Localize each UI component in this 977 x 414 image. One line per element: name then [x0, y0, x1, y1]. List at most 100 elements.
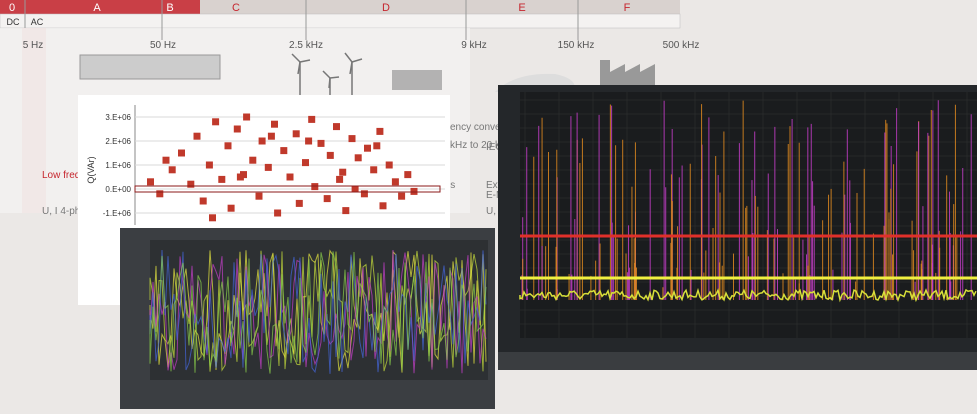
point — [187, 180, 195, 188]
point — [311, 183, 319, 191]
point — [178, 149, 185, 157]
point — [342, 207, 350, 215]
point — [373, 142, 381, 150]
band-sub-label: AC — [31, 17, 44, 27]
point — [385, 161, 393, 169]
point — [354, 154, 362, 162]
point — [370, 166, 378, 174]
point — [156, 190, 164, 198]
point — [249, 156, 257, 164]
point — [193, 132, 201, 140]
point — [351, 185, 359, 193]
point — [212, 118, 220, 126]
frequency-label: 2.5 kHz — [289, 40, 323, 51]
point — [280, 147, 288, 155]
band-header-red — [0, 0, 200, 14]
point — [274, 209, 282, 217]
scope-right-plot — [520, 92, 977, 338]
y-tick-label: -1.E+06 — [103, 209, 132, 218]
point — [227, 204, 235, 212]
frequency-label: 50 Hz — [150, 40, 176, 51]
point — [267, 132, 275, 140]
point — [286, 173, 294, 181]
point — [404, 171, 412, 179]
point — [376, 127, 384, 135]
turbines — [291, 52, 363, 95]
point — [326, 151, 334, 159]
frequency-label: 9 kHz — [461, 40, 487, 51]
point — [360, 190, 368, 198]
point — [333, 123, 340, 131]
point — [233, 125, 241, 133]
zero-highlight — [134, 185, 441, 193]
point — [218, 175, 226, 183]
trace — [149, 251, 487, 374]
point — [391, 178, 399, 186]
y-tick-label: 3.E+06 — [105, 113, 131, 122]
band-label: A — [93, 2, 101, 14]
point — [305, 137, 313, 145]
note: ency converter driv — [450, 122, 534, 133]
notes: Low freq U, I 4-ph ency converter driv kHz … — [42, 122, 534, 217]
point — [255, 192, 263, 200]
point — [147, 178, 154, 186]
scatter-chart: 3.E+06 2.E+06 1.E+06 0.E+00 -1.E+06 Q(VAr) — [86, 105, 445, 225]
frequency-label: 5 Hz — [23, 40, 44, 51]
point — [336, 175, 344, 183]
y-axis-label: Q(VAr) — [86, 156, 96, 183]
point — [308, 115, 316, 123]
note: U, I 4-ph — [42, 206, 80, 217]
scope-left-traces — [149, 249, 487, 374]
point — [364, 144, 371, 152]
frequency-label: 500 kHz — [663, 40, 700, 51]
point — [224, 142, 232, 150]
factory — [600, 60, 655, 85]
point — [264, 163, 272, 171]
noise-band — [519, 287, 977, 303]
point — [348, 135, 356, 143]
trace — [149, 249, 487, 374]
point — [205, 161, 213, 169]
point — [379, 202, 387, 210]
point — [398, 192, 406, 200]
trace — [149, 250, 487, 372]
point — [243, 113, 251, 121]
schematic — [79, 54, 221, 80]
point — [302, 159, 309, 167]
frequency-label: 150 kHz — [558, 40, 595, 51]
band-label: C — [232, 2, 240, 14]
point — [271, 120, 278, 128]
point — [323, 195, 331, 203]
note: Low freq — [42, 170, 80, 181]
point — [292, 130, 300, 138]
y-tick-label: 0.E+00 — [105, 185, 131, 194]
scope-right-traces — [519, 92, 977, 338]
point — [295, 199, 303, 207]
note: IEC — [486, 142, 503, 153]
band-text: 0 A B C D E F DC AC 5 Hz 50 Hz 2.5 kHz 9 kHz 150 kHz 5… — [7, 2, 700, 51]
point — [339, 168, 347, 176]
point — [199, 197, 207, 205]
band-label: 0 — [9, 2, 15, 14]
scope-right-status — [498, 352, 977, 370]
note: kHz to 20 kHz — [450, 140, 512, 151]
trace — [149, 250, 487, 374]
point — [236, 173, 244, 181]
point — [209, 214, 216, 222]
note: E-M — [486, 190, 504, 201]
note: Exte — [486, 180, 506, 191]
band-label: B — [166, 2, 173, 14]
point — [410, 187, 418, 195]
y-tick-label: 2.E+06 — [105, 137, 131, 146]
point — [317, 139, 325, 147]
band-label: F — [624, 2, 631, 14]
point — [168, 166, 176, 174]
y-tick-label: 1.E+06 — [105, 161, 131, 170]
band-sub-label: DC — [7, 17, 20, 27]
solar-panel — [392, 70, 442, 90]
band-label: D — [382, 2, 390, 14]
note: U, I — [486, 206, 502, 217]
band-label: E — [518, 2, 525, 14]
point — [162, 156, 170, 164]
